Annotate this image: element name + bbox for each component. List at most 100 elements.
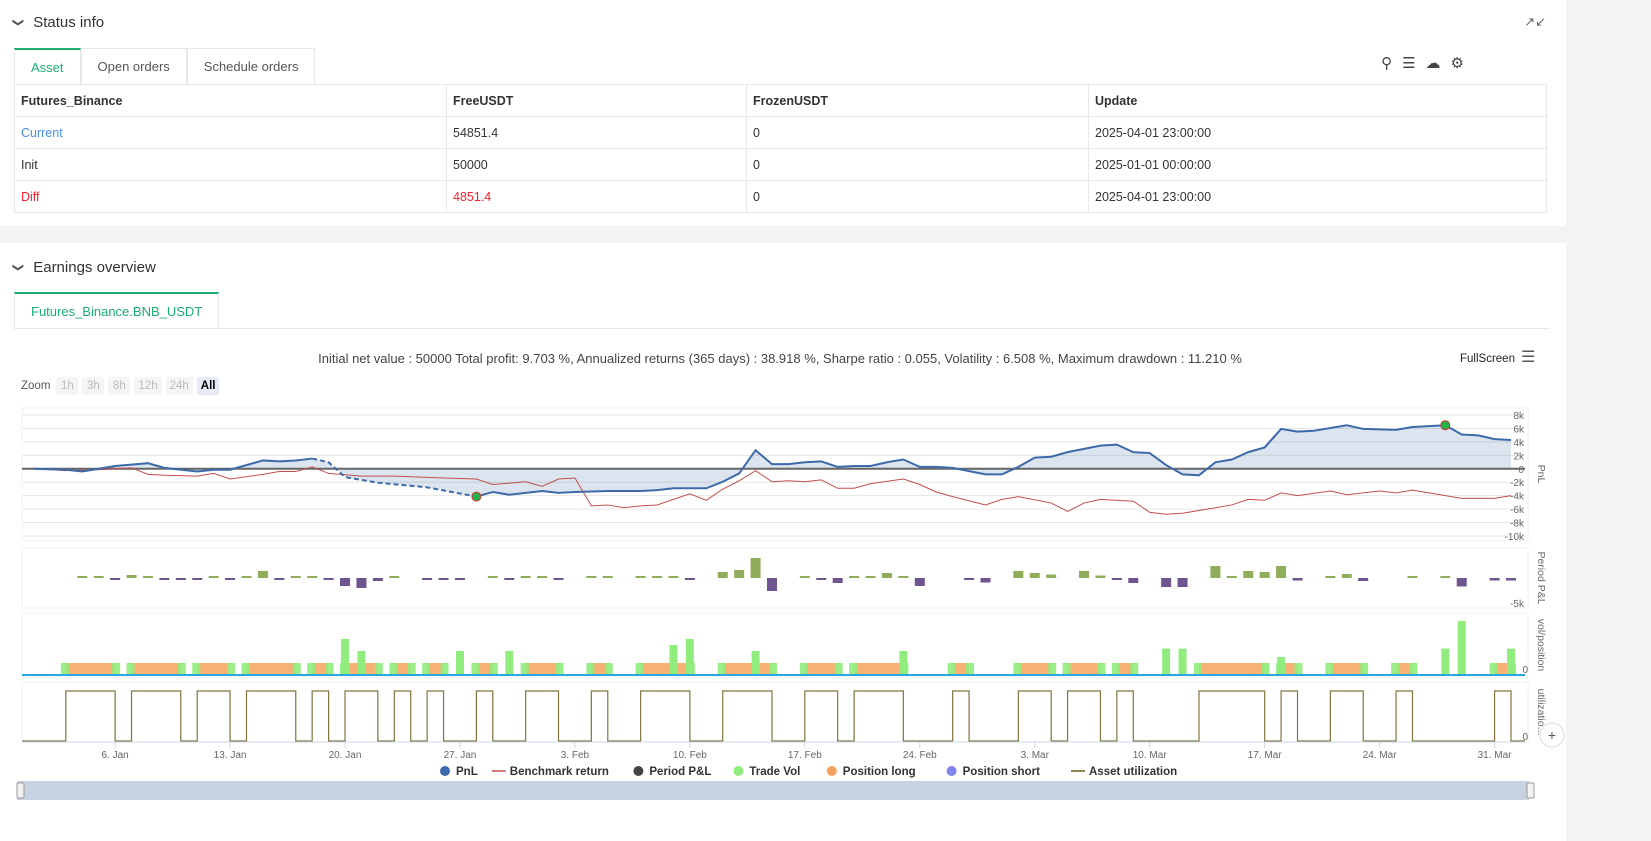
legend-item[interactable]: PnL — [456, 766, 478, 778]
period-pnl-bar — [1013, 571, 1024, 578]
cell: 54851.4 — [446, 116, 747, 149]
period-pnl-bar — [1341, 574, 1352, 578]
period-pnl-bar — [192, 578, 203, 580]
col-header: FreeUSDT — [446, 84, 747, 117]
table-header: Futures_Binance FreeUSDT FrozenUSDT Upda… — [14, 84, 1547, 117]
trade-vol-bar — [292, 663, 301, 675]
legend-item[interactable]: Position long — [843, 766, 916, 778]
period-pnl-bar — [110, 578, 121, 580]
trade-vol-bar — [422, 663, 431, 675]
y-tick-label: -2k — [1510, 478, 1525, 489]
trade-vol-bar — [1013, 663, 1022, 675]
legend-item[interactable]: Position short — [963, 766, 1040, 778]
x-tick-label: 6. Jan — [101, 750, 128, 761]
row-label-current[interactable]: Current — [14, 116, 447, 149]
y-tick-label: 0 — [1518, 465, 1524, 476]
legend-item[interactable]: Benchmark return — [510, 766, 609, 778]
legend-item[interactable]: Period P&L — [649, 766, 711, 778]
trade-vol-bar — [177, 663, 186, 675]
chart-menu-icon[interactable]: ☰ — [1521, 349, 1536, 366]
status-info-panel: ❯ Status info ↗↙ Asset Open orders Schedu… — [0, 0, 1566, 226]
col-header: FrozenUSDT — [746, 84, 1089, 117]
add-button[interactable] — [1539, 722, 1565, 748]
zoom-1h-button[interactable]: 1h — [56, 377, 79, 395]
period-pnl-bar — [1210, 566, 1221, 578]
trade-vol-bar — [1294, 663, 1303, 675]
table-row: Init 50000 0 2025-01-01 00:00:00 — [14, 148, 1547, 181]
pane-title: Period P&L — [1535, 551, 1547, 604]
period-pnl-bar — [1161, 578, 1172, 587]
trade-vol-bar — [471, 663, 480, 675]
zoom-3h-button[interactable]: 3h — [82, 377, 105, 395]
trade-vol-bar — [1162, 648, 1171, 675]
navigator-handle-right[interactable] — [1526, 782, 1535, 799]
zoom-24h-button[interactable]: 24h — [165, 377, 193, 395]
period-pnl-bar — [290, 576, 301, 578]
period-pnl-bar — [1407, 576, 1418, 578]
period-pnl-bar — [340, 578, 351, 586]
x-tick-label: 24. Feb — [903, 750, 937, 761]
tab-open-orders[interactable]: Open orders — [80, 48, 187, 84]
status-info-header[interactable]: ❯ Status info — [12, 14, 105, 31]
trade-vol-bar — [1409, 663, 1418, 675]
period-pnl-bar — [159, 578, 170, 580]
earnings-chart: 8k 6k 4k 2k 0 -2k -4k -6k -8k -10k -5k 0 0 PnL Period … — [16, 407, 1565, 800]
trade-vol-bar — [849, 663, 858, 675]
tab-futures-binance-bnb-usdt[interactable]: Futures_Binance.BNB_USDT — [14, 292, 220, 328]
position-long-bar — [197, 663, 231, 675]
pane-frame — [21, 612, 1529, 678]
tab-schedule-orders[interactable]: Schedule orders — [186, 48, 316, 84]
period-pnl-bar — [1079, 571, 1090, 578]
period-pnl-bar — [93, 576, 104, 578]
navigator-mask[interactable] — [17, 781, 1529, 800]
zoom-8h-button[interactable]: 8h — [108, 377, 131, 395]
section-title: Status info — [33, 14, 105, 31]
period-pnl-bar — [438, 578, 449, 580]
navigator-handle-left[interactable] — [16, 782, 25, 799]
trade-vol-bar — [520, 663, 529, 675]
trade-vol-bar — [192, 663, 201, 675]
search-icon[interactable]: ⚲ — [1381, 55, 1393, 72]
period-pnl-bar — [487, 576, 498, 578]
period-pnl-bar — [1358, 578, 1369, 581]
period-pnl-bar — [1489, 578, 1500, 581]
period-pnl-bar — [323, 578, 334, 580]
legend-item[interactable]: Trade Vol — [749, 766, 800, 778]
period-pnl-bar — [1506, 578, 1516, 581]
pane-frame — [21, 407, 1529, 542]
period-pnl-bar — [372, 578, 383, 581]
benchmark-line — [32, 466, 1512, 515]
position-long-bar — [952, 663, 970, 675]
plus-icon: + — [1548, 727, 1556, 743]
pnl-area — [33, 425, 1511, 497]
period-pnl-bar — [274, 578, 285, 580]
collapse-fullscreen-icon[interactable]: ↗↙ — [1524, 14, 1546, 29]
col-header: Update — [1088, 84, 1547, 117]
x-tick-label: 10. Feb — [673, 750, 707, 761]
zoom-all-button[interactable]: All — [196, 377, 220, 395]
period-pnl-bar — [307, 576, 318, 578]
pnl-line — [476, 424, 1512, 498]
list-icon[interactable]: ☰ — [1402, 55, 1416, 72]
y-tick-label: 0 — [1522, 665, 1528, 676]
period-pnl-bar — [881, 573, 892, 578]
earnings-header[interactable]: ❯ Earnings overview — [12, 259, 156, 276]
period-pnl-bar — [389, 576, 400, 578]
fullscreen-button[interactable]: FullScreen — [1460, 353, 1515, 365]
period-pnl-bar — [1177, 578, 1188, 587]
x-tick-label: 17. Mar — [1248, 750, 1283, 761]
y-tick-label: 8k — [1513, 411, 1525, 422]
tab-asset[interactable]: Asset — [14, 48, 81, 84]
section-title: Earnings overview — [33, 259, 156, 276]
cloud-download-icon[interactable]: ☁ — [1425, 55, 1441, 72]
cell: 50000 — [446, 148, 747, 181]
trade-vol-bar — [717, 663, 726, 675]
gear-icon[interactable]: ⚙ — [1450, 55, 1464, 72]
trade-marker — [471, 491, 482, 502]
period-pnl-bar — [684, 578, 695, 580]
legend-item[interactable]: Asset utilization — [1089, 766, 1177, 778]
zoom-12h-button[interactable]: 12h — [134, 377, 162, 395]
trade-vol-bar — [1457, 621, 1466, 675]
trade-vol-bar — [325, 663, 334, 675]
period-pnl-bar — [734, 570, 745, 578]
